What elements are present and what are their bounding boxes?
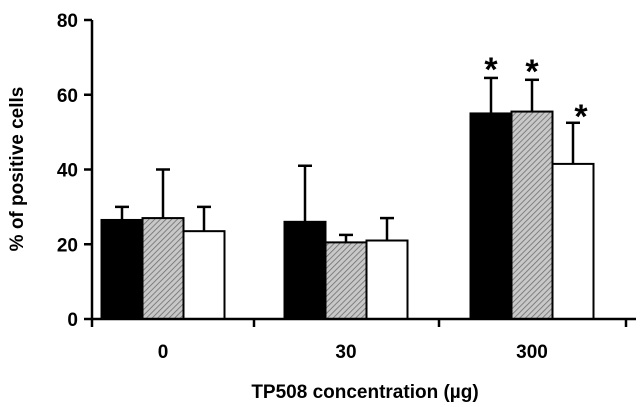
bar-series-1-300 <box>469 112 513 320</box>
y-tick-label-60: 60 <box>57 86 78 107</box>
bar-series-2-30 <box>324 241 368 321</box>
x-axis-title: TP508 concentration (µg) <box>251 382 478 403</box>
x-tick-label-30: 30 <box>335 342 356 363</box>
y-tick-label-20: 20 <box>57 235 78 256</box>
bar-series-2-0 <box>141 217 185 320</box>
bar-series-1-30 <box>283 220 327 320</box>
significance-marker-series-1-300: * <box>484 51 498 89</box>
y-axis-title: % of positive cells <box>7 87 28 252</box>
x-tick-label-0: 0 <box>158 342 169 363</box>
x-tick-label-300: 300 <box>516 342 548 363</box>
bar-series-3-30 <box>365 239 409 320</box>
y-tick-label-0: 0 <box>67 310 78 331</box>
y-tick-label-40: 40 <box>57 161 78 182</box>
bar-series-2-300 <box>510 110 554 320</box>
plot-area: * * * 0 20 40 60 80 0 30 300 <box>57 11 636 363</box>
bar-series-1-0 <box>100 218 144 320</box>
bar-series-3-300 <box>551 162 595 320</box>
significance-marker-series-3-300: * <box>574 98 588 136</box>
y-tick-label-80: 80 <box>57 11 78 32</box>
bar-series-3-0 <box>182 230 226 320</box>
significance-marker-series-2-300: * <box>525 53 539 91</box>
